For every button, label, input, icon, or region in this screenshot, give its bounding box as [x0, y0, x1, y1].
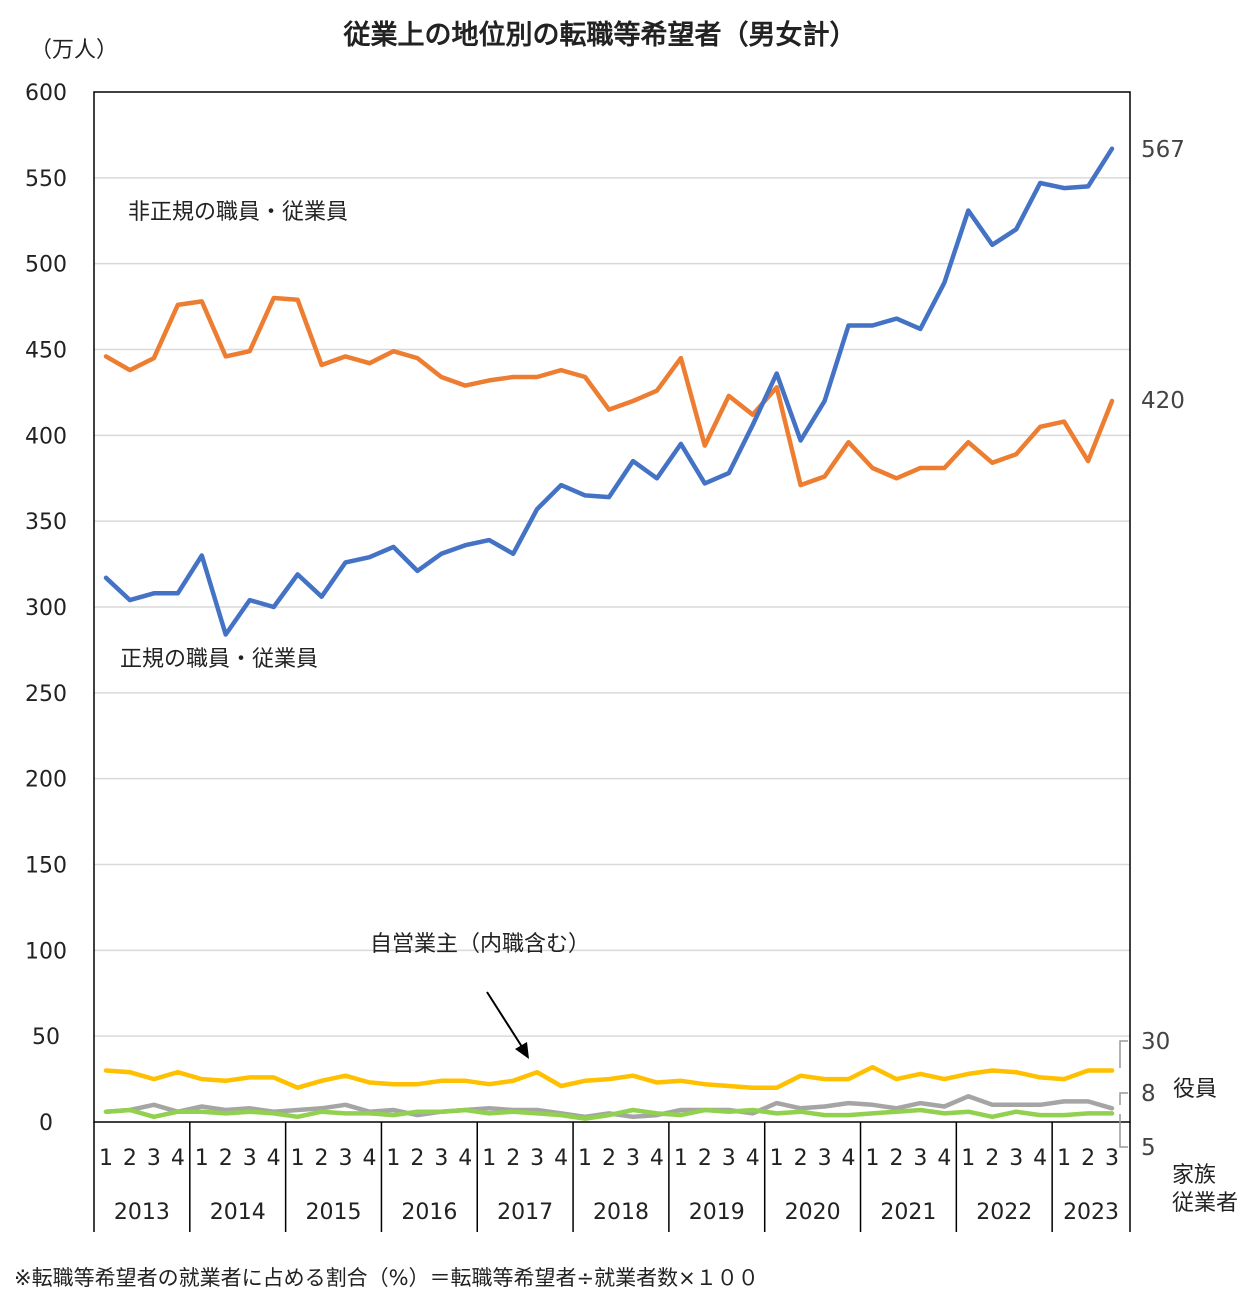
x-tick-year: 2017: [497, 1200, 553, 1225]
x-tick-quarter: 1: [386, 1146, 400, 1171]
x-tick-quarter: 3: [530, 1146, 544, 1171]
y-tick-label: 450: [25, 339, 67, 364]
x-tick-year: 2016: [401, 1200, 457, 1225]
x-tick-year: 2021: [880, 1200, 936, 1225]
x-tick-quarter: 2: [410, 1146, 424, 1171]
x-tick-year: 2019: [689, 1200, 745, 1225]
y-tick-label: 500: [25, 253, 67, 278]
x-tick-quarter: 1: [770, 1146, 784, 1171]
series-line-4: [103, 1107, 1115, 1121]
x-tick-quarter: 3: [913, 1146, 927, 1171]
x-tick-quarter: 4: [554, 1146, 568, 1171]
x-tick-quarter: 3: [147, 1146, 161, 1171]
y-tick-label: 300: [25, 596, 67, 621]
x-tick-quarter: 4: [171, 1146, 185, 1171]
x-tick-year: 2020: [785, 1200, 841, 1225]
x-tick-quarter: 1: [99, 1146, 113, 1171]
x-tick-quarter: 4: [362, 1146, 376, 1171]
x-tick-quarter: 1: [865, 1146, 879, 1171]
x-tick-quarter: 3: [1105, 1146, 1119, 1171]
y-tick-label: 400: [25, 424, 67, 449]
x-tick-quarter: 4: [842, 1146, 856, 1171]
end-label-leaders: [1119, 1040, 1128, 1148]
x-tick-quarter: 1: [961, 1146, 975, 1171]
x-tick-year: 2015: [306, 1200, 362, 1225]
end-label-selfemployed: 30: [1141, 1029, 1170, 1055]
x-tick-quarter: 2: [506, 1146, 520, 1171]
x-tick-quarter: 2: [889, 1146, 903, 1171]
x-tick-year: 2023: [1063, 1200, 1119, 1225]
x-tick-year: 2014: [210, 1200, 266, 1225]
y-tick-label: 100: [25, 939, 67, 964]
x-tick-quarter: 3: [722, 1146, 736, 1171]
y-tick-label: 250: [25, 682, 67, 707]
x-tick-quarter: 2: [1081, 1146, 1095, 1171]
series-line-2: [103, 1064, 1115, 1090]
end-label-nonregular: 420: [1141, 388, 1185, 414]
x-tick-quarter: 3: [626, 1146, 640, 1171]
end-label-family: 5: [1141, 1135, 1156, 1161]
plot-frame: [93, 91, 1131, 1123]
gridlines: [94, 177, 1130, 1037]
series-line-1: [103, 295, 1115, 488]
x-tick-quarter: 1: [674, 1146, 688, 1171]
x-tick-quarter: 4: [458, 1146, 472, 1171]
series-lines: [103, 146, 1115, 1121]
x-tick-quarter: 1: [1057, 1146, 1071, 1171]
y-tick-label: 50: [32, 1025, 60, 1050]
chart-title: 従業上の地位別の転職等希望者（男女計）: [343, 19, 857, 51]
label-regular: 正規の職員・従業員: [120, 647, 318, 672]
label-executive: 役員: [1173, 1077, 1217, 1102]
x-tick-quarter: 3: [339, 1146, 353, 1171]
x-tick-quarter: 1: [578, 1146, 592, 1171]
x-tick-year: 2022: [976, 1200, 1032, 1225]
x-tick-quarter: 2: [219, 1146, 233, 1171]
x-tick-quarter: 2: [602, 1146, 616, 1171]
end-label-executive: 8: [1141, 1081, 1156, 1107]
x-tick-quarter: 2: [698, 1146, 712, 1171]
x-tick-quarter: 3: [243, 1146, 257, 1171]
label-selfemployed: 自営業主（内職含む）: [370, 932, 590, 957]
x-tick-quarter: 2: [123, 1146, 137, 1171]
footnote: ※転職等希望者の就業者に占める割合（%）＝転職等希望者÷就業者数×１００: [14, 1266, 759, 1290]
x-tick-quarter: 4: [746, 1146, 760, 1171]
x-tick-quarter: 3: [818, 1146, 832, 1171]
arrow-icon: [486, 991, 529, 1059]
x-tick-year: 2013: [114, 1200, 170, 1225]
y-tick-label: 350: [25, 510, 67, 535]
y-axis-unit: （万人）: [30, 38, 118, 63]
y-axis-ticks: 0 50 100 150 200 250 300 350 400 450 500 550 600: [25, 81, 67, 1136]
x-tick-quarter: 4: [267, 1146, 281, 1171]
label-nonregular: 非正規の職員・従業員: [128, 200, 348, 225]
x-tick-quarter: 2: [315, 1146, 329, 1171]
y-tick-label: 600: [25, 81, 67, 106]
series-line-0: [103, 146, 1115, 637]
x-tick-quarter: 4: [1033, 1146, 1047, 1171]
y-tick-label: 200: [25, 768, 67, 793]
x-tick-year: 2018: [593, 1200, 649, 1225]
y-tick-label: 150: [25, 854, 67, 879]
y-tick-label: 0: [39, 1111, 53, 1136]
y-tick-label: 550: [25, 167, 67, 192]
x-tick-quarter: 4: [650, 1146, 664, 1171]
x-tick-quarter: 1: [482, 1146, 496, 1171]
x-tick-quarter: 2: [985, 1146, 999, 1171]
label-family-line1: 家族: [1172, 1163, 1216, 1188]
x-tick-quarter: 3: [434, 1146, 448, 1171]
label-family-line2: 従業者: [1172, 1191, 1238, 1216]
x-tick-quarter: 1: [291, 1146, 305, 1171]
end-label-regular: 567: [1141, 137, 1185, 163]
x-tick-quarter: 2: [794, 1146, 808, 1171]
x-tick-quarter: 4: [937, 1146, 951, 1171]
x-tick-quarter: 1: [195, 1146, 209, 1171]
x-tick-quarter: 3: [1009, 1146, 1023, 1171]
